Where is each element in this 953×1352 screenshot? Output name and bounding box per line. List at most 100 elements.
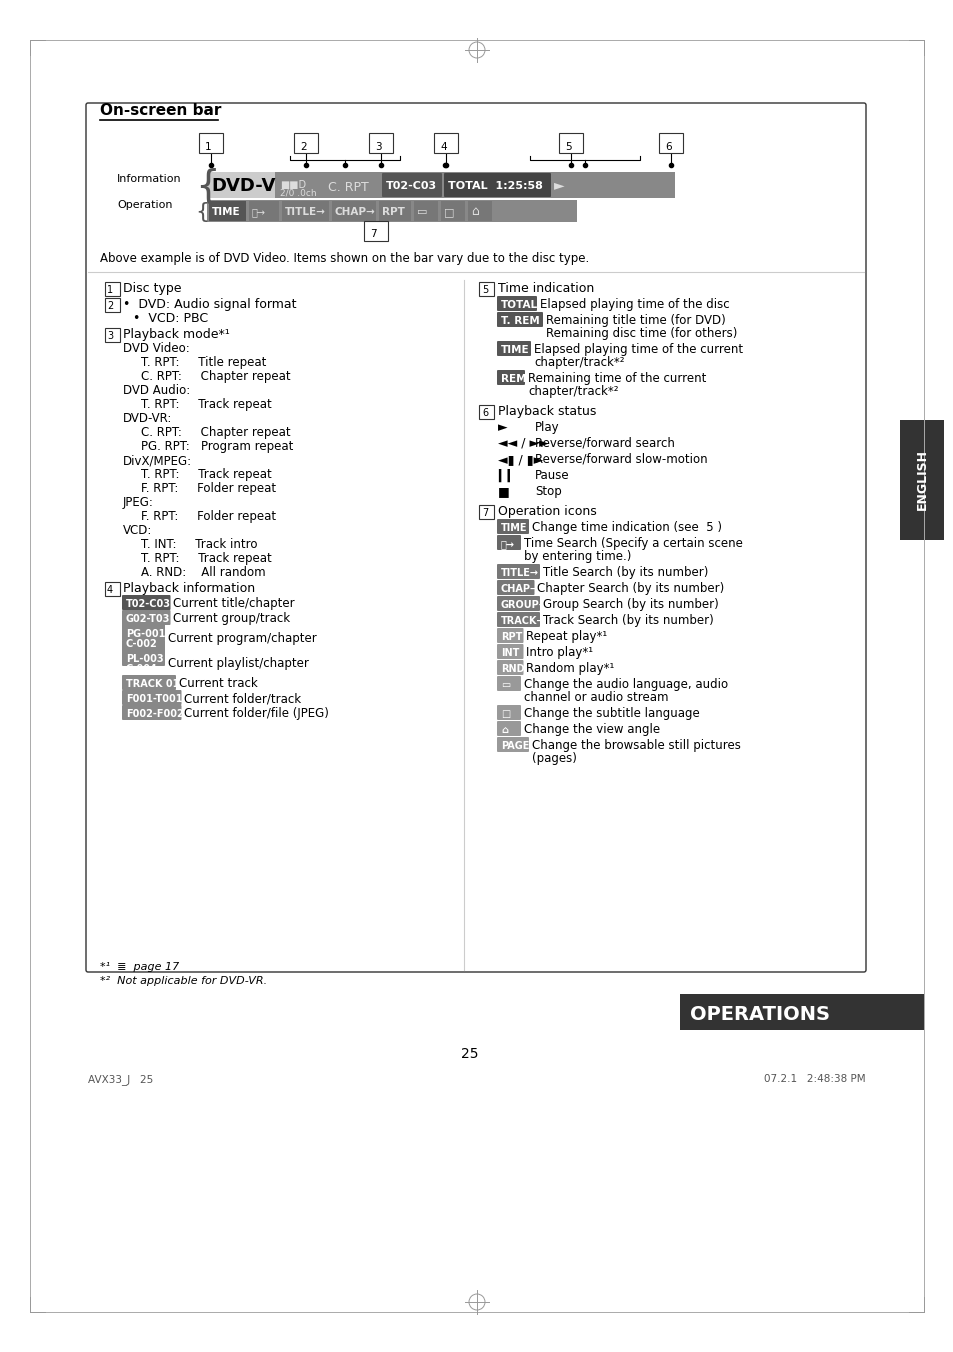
Text: ►: ► — [554, 178, 564, 192]
Text: Change the view angle: Change the view angle — [523, 723, 659, 735]
FancyBboxPatch shape — [497, 627, 523, 644]
FancyBboxPatch shape — [497, 612, 539, 627]
FancyBboxPatch shape — [558, 132, 582, 153]
Text: DVD-V: DVD-V — [211, 177, 275, 195]
Text: REM: REM — [500, 375, 526, 384]
Text: RND: RND — [500, 664, 524, 675]
Text: RPT: RPT — [500, 631, 522, 642]
Text: Operation icons: Operation icons — [497, 506, 597, 518]
Text: TOTAL: TOTAL — [500, 300, 537, 310]
Text: TOTAL  1:25:58: TOTAL 1:25:58 — [448, 181, 542, 191]
FancyBboxPatch shape — [122, 615, 165, 641]
Text: DVD-VR:: DVD-VR: — [123, 412, 172, 425]
Text: ⌂: ⌂ — [471, 206, 478, 218]
Text: TIME: TIME — [500, 345, 529, 356]
FancyBboxPatch shape — [497, 596, 539, 611]
Text: C. RPT: C. RPT — [328, 181, 369, 193]
FancyBboxPatch shape — [122, 690, 181, 704]
Text: ◄◄ / ►►: ◄◄ / ►► — [497, 437, 548, 450]
FancyBboxPatch shape — [209, 201, 246, 220]
Text: T02-C03: T02-C03 — [386, 181, 436, 191]
Text: C-004: C-004 — [126, 664, 157, 675]
Text: F. RPT:     Folder repeat: F. RPT: Folder repeat — [141, 510, 275, 523]
Text: Playback status: Playback status — [497, 406, 596, 418]
Text: {: { — [194, 201, 209, 222]
FancyBboxPatch shape — [122, 595, 171, 610]
Text: 7: 7 — [481, 508, 488, 518]
Text: chapter/track*²: chapter/track*² — [527, 385, 618, 397]
FancyBboxPatch shape — [443, 173, 551, 197]
Text: Time Search (Specify a certain scene: Time Search (Specify a certain scene — [523, 537, 742, 550]
FancyBboxPatch shape — [497, 676, 520, 691]
Text: •  VCD: PBC: • VCD: PBC — [132, 312, 208, 324]
FancyBboxPatch shape — [199, 132, 223, 153]
Text: ▭: ▭ — [500, 680, 510, 690]
Text: by entering time.): by entering time.) — [523, 550, 631, 562]
Text: Current group/track: Current group/track — [173, 612, 291, 625]
Text: F. RPT:     Folder repeat: F. RPT: Folder repeat — [141, 483, 275, 495]
Text: 2/0 .0ch: 2/0 .0ch — [280, 189, 316, 197]
Text: 07.2.1   2:48:38 PM: 07.2.1 2:48:38 PM — [763, 1073, 865, 1084]
Text: Play: Play — [535, 420, 559, 434]
Text: On-screen bar: On-screen bar — [100, 103, 221, 118]
Text: Remaining disc time (for others): Remaining disc time (for others) — [545, 327, 737, 339]
FancyBboxPatch shape — [497, 535, 520, 550]
Text: Current folder/file (JPEG): Current folder/file (JPEG) — [184, 707, 329, 721]
Text: F002-F002: F002-F002 — [126, 708, 184, 719]
Text: ■■D: ■■D — [280, 180, 306, 191]
Text: Reverse/forward search: Reverse/forward search — [535, 437, 674, 450]
FancyBboxPatch shape — [369, 132, 393, 153]
FancyBboxPatch shape — [249, 201, 278, 220]
Text: Repeat play*¹: Repeat play*¹ — [526, 630, 607, 644]
FancyBboxPatch shape — [479, 504, 494, 519]
Text: TITLE→: TITLE→ — [500, 568, 538, 579]
FancyBboxPatch shape — [497, 341, 531, 356]
FancyBboxPatch shape — [497, 564, 539, 579]
FancyBboxPatch shape — [440, 201, 464, 220]
Text: ■: ■ — [497, 485, 509, 498]
Text: PAGE: PAGE — [500, 741, 529, 750]
Text: TITLE→: TITLE→ — [285, 207, 326, 218]
Text: PG. RPT:   Program repeat: PG. RPT: Program repeat — [141, 439, 294, 453]
Text: Stop: Stop — [535, 485, 561, 498]
Text: ENGLISH: ENGLISH — [915, 449, 927, 511]
Text: Reverse/forward slow-motion: Reverse/forward slow-motion — [535, 453, 707, 466]
Text: 2: 2 — [107, 301, 113, 311]
Text: chapter/track*²: chapter/track*² — [534, 356, 624, 369]
Text: OPERATIONS: OPERATIONS — [689, 1005, 829, 1023]
FancyBboxPatch shape — [282, 201, 329, 220]
Text: Current folder/track: Current folder/track — [184, 692, 301, 704]
FancyBboxPatch shape — [207, 172, 274, 197]
Text: T. RPT:     Track repeat: T. RPT: Track repeat — [141, 552, 272, 565]
FancyBboxPatch shape — [122, 610, 171, 625]
Text: Operation: Operation — [117, 200, 172, 210]
Text: T. REM: T. REM — [500, 316, 539, 326]
Text: 7: 7 — [370, 228, 376, 239]
Text: Above example is of DVD Video. Items shown on the bar vary due to the disc type.: Above example is of DVD Video. Items sho… — [100, 251, 589, 265]
Text: 3: 3 — [375, 142, 381, 151]
Text: Remaining time of the current: Remaining time of the current — [527, 372, 705, 385]
Text: DivX/MPEG:: DivX/MPEG: — [123, 454, 192, 466]
FancyBboxPatch shape — [434, 132, 457, 153]
Text: Track Search (by its number): Track Search (by its number) — [542, 614, 713, 627]
Text: Elapsed playing time of the disc: Elapsed playing time of the disc — [539, 297, 729, 311]
FancyBboxPatch shape — [332, 201, 375, 220]
Text: T. INT:     Track intro: T. INT: Track intro — [141, 538, 257, 552]
Text: T02-C03: T02-C03 — [126, 599, 171, 608]
Text: Group Search (by its number): Group Search (by its number) — [542, 598, 718, 611]
Text: Time indication: Time indication — [497, 283, 594, 295]
Text: Title Search (by its number): Title Search (by its number) — [542, 566, 708, 579]
FancyBboxPatch shape — [659, 132, 682, 153]
Text: C. RPT:     Chapter repeat: C. RPT: Chapter repeat — [141, 426, 291, 439]
FancyBboxPatch shape — [207, 200, 577, 222]
Text: 6: 6 — [481, 408, 488, 418]
FancyBboxPatch shape — [679, 994, 923, 1030]
Text: ◄▮ / ▮►: ◄▮ / ▮► — [497, 453, 542, 466]
Text: ⌛→: ⌛→ — [252, 207, 266, 218]
Text: AVX33_J   25: AVX33_J 25 — [88, 1073, 153, 1084]
Text: (pages): (pages) — [532, 752, 577, 765]
FancyBboxPatch shape — [497, 370, 524, 385]
Text: Pause: Pause — [535, 469, 569, 483]
Text: 25: 25 — [460, 1046, 478, 1061]
Text: A. RND:    All random: A. RND: All random — [141, 566, 265, 579]
